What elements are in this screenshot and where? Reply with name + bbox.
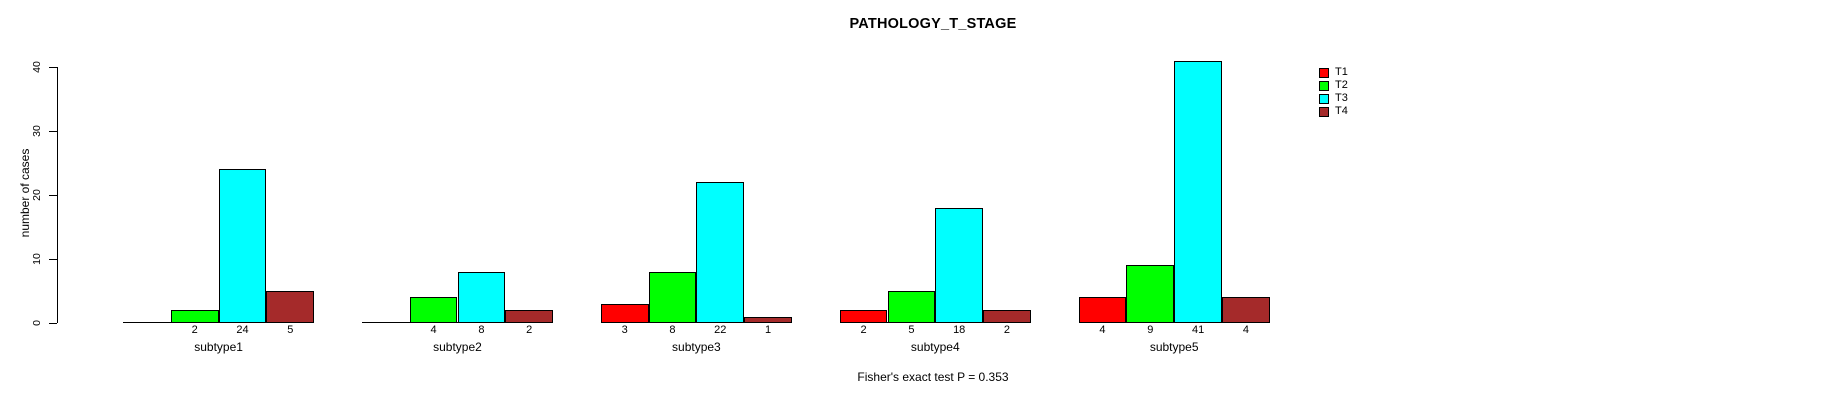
- bar-value-label: 1: [765, 324, 772, 336]
- bar-value-label: 18: [953, 324, 966, 336]
- bar-value-label: 9: [1147, 324, 1154, 336]
- legend-item-T2: T2: [1319, 79, 1348, 92]
- bar-subtype3-T4: [744, 316, 792, 323]
- y-axis-tick-label: 30: [31, 125, 43, 137]
- y-axis-tick-label: 10: [31, 253, 43, 265]
- bar-subtype4-T4: [983, 310, 1031, 323]
- y-axis-tick: [49, 259, 57, 260]
- bar-value-label: 5: [287, 324, 294, 336]
- y-axis-tick: [49, 195, 57, 196]
- y-axis-tick-label: 40: [31, 61, 43, 73]
- legend-item-T4: T4: [1319, 105, 1348, 118]
- bar-value-label: 2: [860, 324, 867, 336]
- legend-item-T1: T1: [1319, 66, 1348, 79]
- y-axis-tick-label: 20: [31, 189, 43, 201]
- bar-subtype3-T1: [600, 303, 649, 323]
- legend-item-T3: T3: [1319, 92, 1348, 105]
- bar-subtype1-T4: [266, 291, 315, 323]
- bar-subtype4-T1: [839, 310, 888, 323]
- fisher-test-annotation: Fisher's exact test P = 0.353: [857, 370, 1009, 384]
- bar-subtype2-T3: [457, 271, 506, 323]
- legend-swatch-icon: [1319, 93, 1329, 104]
- bar-subtype5-T1: [1078, 297, 1127, 323]
- bar-subtype2-T2: [409, 297, 458, 323]
- bar-value-label: 41: [1191, 324, 1205, 336]
- y-axis-tick: [49, 67, 57, 68]
- legend-label: T2: [1335, 79, 1348, 91]
- bar-value-label: 4: [1242, 324, 1249, 336]
- bar-value-label: 24: [236, 324, 249, 336]
- legend: T1 T2 T3 T4: [1319, 66, 1348, 118]
- x-category-label: subtype2: [433, 340, 482, 354]
- bar-subtype4-T2: [887, 291, 936, 323]
- bar-value-label: 2: [191, 324, 198, 336]
- bar-value-label: 5: [908, 324, 915, 336]
- bar-value-label: 2: [526, 324, 533, 336]
- chart-title: PATHOLOGY_T_STAGE: [849, 16, 1017, 32]
- y-axis-title: number of cases: [18, 148, 32, 238]
- bar-subtype1-T2: [170, 310, 219, 323]
- legend-label: T4: [1335, 105, 1348, 117]
- legend-label: T3: [1335, 92, 1348, 104]
- bar-subtype3-T3: [696, 182, 745, 323]
- bar-value-label: 22: [714, 324, 727, 336]
- y-axis-tick: [49, 131, 57, 132]
- bar-value-label: 8: [669, 324, 676, 336]
- x-category-label: subtype5: [1149, 340, 1199, 354]
- bar-subtype5-T4: [1222, 297, 1270, 323]
- bar-subtype5-T2: [1126, 265, 1175, 323]
- bar-value-label: 2: [1003, 324, 1011, 336]
- bar-value-label: 4: [430, 324, 437, 336]
- bar-subtype3-T2: [648, 271, 697, 323]
- bar-subtype5-T3: [1174, 60, 1222, 323]
- legend-swatch-icon: [1319, 67, 1329, 78]
- group-baseline: [361, 322, 554, 323]
- y-axis-tick: [49, 323, 57, 324]
- x-category-label: subtype1: [194, 340, 243, 354]
- bar-value-label: 8: [478, 324, 485, 336]
- x-category-label: subtype4: [910, 340, 960, 354]
- bar-value-label: 4: [1099, 324, 1106, 336]
- legend-swatch-icon: [1319, 106, 1329, 117]
- bar-subtype2-T4: [505, 310, 554, 323]
- bar-value-label: 3: [621, 324, 628, 336]
- bar-subtype4-T3: [935, 207, 984, 323]
- x-category-label: subtype3: [672, 340, 721, 354]
- y-axis-line: [57, 67, 58, 323]
- y-axis-tick-label: 0: [31, 320, 43, 326]
- bar-subtype1-T3: [218, 169, 267, 323]
- legend-swatch-icon: [1319, 80, 1329, 91]
- legend-label: T1: [1335, 66, 1348, 78]
